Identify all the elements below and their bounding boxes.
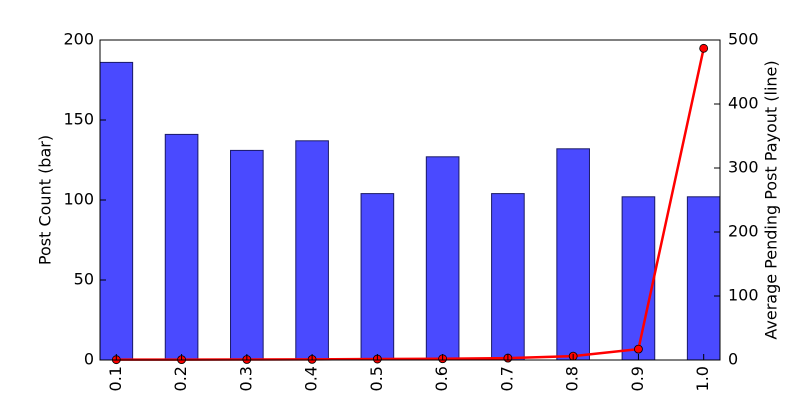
- x-tick-label: 0.7: [497, 366, 516, 391]
- bar: [99, 61, 134, 361]
- bar: [230, 149, 264, 361]
- x-tick-label: 1.0: [693, 366, 712, 391]
- x-tick-label: 0.9: [628, 366, 647, 391]
- x-tick-label: 0.4: [302, 366, 321, 391]
- line-marker: [634, 344, 643, 354]
- line: [116, 48, 705, 361]
- y-tick-label: 0: [84, 350, 94, 369]
- bar: [360, 193, 395, 361]
- bar: [425, 156, 460, 361]
- y2-tick-label: 100: [728, 286, 759, 305]
- y-tick-label: 100: [63, 190, 94, 209]
- x-tick-label: 0.3: [236, 366, 255, 391]
- line-marker: [699, 43, 709, 53]
- y2-tick-label: 300: [728, 158, 759, 177]
- y-axis-label: Post Count (bar): [36, 135, 55, 265]
- bar: [295, 140, 329, 361]
- y-tick-label: 200: [63, 30, 94, 49]
- y-tick-label: 150: [63, 110, 94, 129]
- y2-tick-label: 500: [728, 30, 759, 49]
- y2-tick-label: 0: [728, 350, 738, 369]
- x-tick-label: 0.2: [171, 366, 190, 391]
- bar: [556, 148, 590, 361]
- bar: [491, 193, 525, 361]
- x-tick-label: 0.6: [432, 366, 451, 391]
- x-tick-label: 0.5: [367, 366, 386, 391]
- bar: [686, 196, 721, 361]
- y-tick-label: 50: [74, 270, 94, 289]
- y2-tick-label: 400: [728, 94, 759, 113]
- x-tick-label: 0.1: [106, 366, 125, 391]
- y2-axis-label: Average Pending Post Payout (line): [762, 60, 781, 339]
- bar: [621, 196, 656, 361]
- y2-tick-label: 200: [728, 222, 759, 241]
- x-tick-label: 0.8: [563, 366, 582, 391]
- bar: [164, 133, 199, 361]
